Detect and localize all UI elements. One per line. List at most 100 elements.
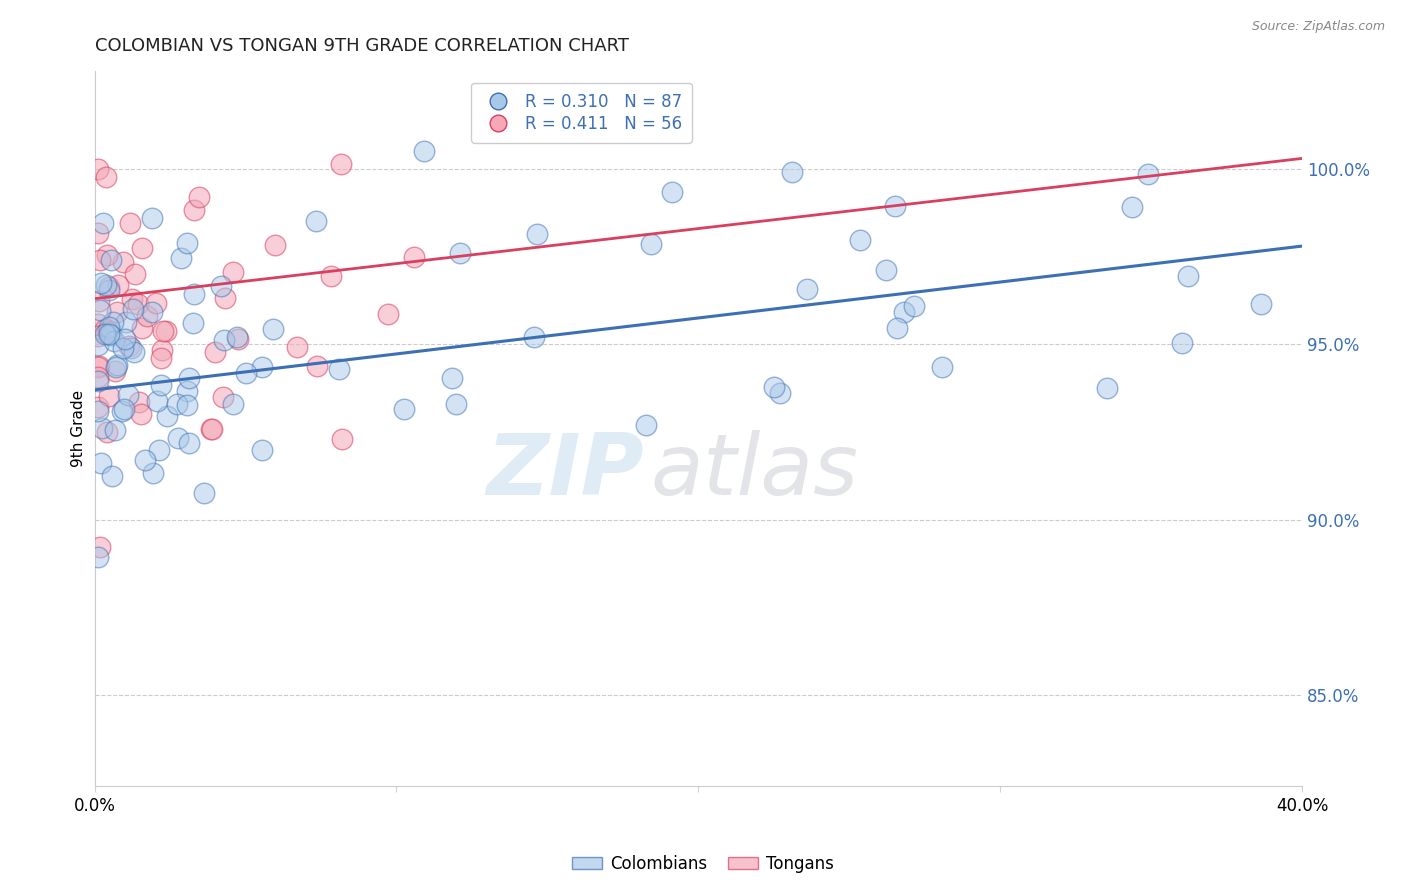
Point bbox=[931, 359, 953, 374]
Point bbox=[222, 396, 245, 410]
Point bbox=[100, 468, 122, 483]
Point bbox=[117, 388, 139, 402]
Point bbox=[86, 162, 108, 177]
Point bbox=[136, 309, 159, 323]
Point bbox=[112, 341, 135, 355]
Point bbox=[849, 233, 872, 247]
Point bbox=[97, 280, 120, 294]
Point bbox=[330, 432, 353, 446]
Point bbox=[145, 295, 167, 310]
Point bbox=[141, 211, 163, 226]
Point bbox=[103, 334, 125, 348]
Point bbox=[204, 345, 226, 359]
Point bbox=[131, 241, 153, 255]
Point bbox=[90, 276, 112, 290]
Point bbox=[181, 316, 204, 330]
Point bbox=[114, 333, 136, 347]
Point bbox=[89, 252, 111, 267]
Point bbox=[305, 359, 328, 373]
Point bbox=[200, 422, 222, 436]
Point bbox=[96, 278, 118, 293]
Point bbox=[884, 199, 907, 213]
Point bbox=[120, 216, 142, 230]
Point bbox=[404, 250, 426, 264]
Point bbox=[413, 145, 436, 159]
Point bbox=[100, 328, 122, 343]
Point bbox=[120, 342, 142, 356]
Point bbox=[98, 325, 121, 339]
Point bbox=[1250, 297, 1272, 311]
Point bbox=[886, 321, 908, 335]
Text: Source: ZipAtlas.com: Source: ZipAtlas.com bbox=[1251, 20, 1385, 33]
Point bbox=[262, 321, 284, 335]
Point bbox=[183, 287, 205, 301]
Point bbox=[94, 326, 117, 341]
Point bbox=[86, 549, 108, 564]
Point bbox=[89, 540, 111, 554]
Point bbox=[377, 307, 399, 321]
Point bbox=[104, 423, 127, 437]
Point bbox=[100, 252, 122, 267]
Text: COLOMBIAN VS TONGAN 9TH GRADE CORRELATION CHART: COLOMBIAN VS TONGAN 9TH GRADE CORRELATIO… bbox=[94, 37, 628, 55]
Point bbox=[392, 401, 415, 416]
Point bbox=[440, 371, 463, 385]
Point bbox=[235, 366, 257, 380]
Text: atlas: atlas bbox=[650, 430, 858, 513]
Point bbox=[104, 364, 127, 378]
Point bbox=[122, 302, 145, 317]
Point bbox=[149, 378, 172, 392]
Point bbox=[107, 277, 129, 292]
Point bbox=[449, 246, 471, 260]
Point bbox=[226, 333, 249, 347]
Point bbox=[193, 486, 215, 500]
Point bbox=[225, 330, 247, 344]
Point bbox=[105, 305, 128, 319]
Point bbox=[86, 317, 108, 331]
Point bbox=[188, 190, 211, 204]
Point bbox=[98, 320, 121, 334]
Legend: Colombians, Tongans: Colombians, Tongans bbox=[565, 848, 841, 880]
Point bbox=[177, 436, 200, 450]
Point bbox=[156, 409, 179, 423]
Point bbox=[142, 466, 165, 480]
Point bbox=[328, 361, 350, 376]
Point bbox=[146, 393, 169, 408]
Point bbox=[167, 431, 190, 445]
Point bbox=[222, 264, 245, 278]
Point bbox=[166, 397, 188, 411]
Point bbox=[86, 369, 108, 384]
Point bbox=[91, 217, 114, 231]
Point bbox=[129, 407, 152, 421]
Point bbox=[86, 374, 108, 388]
Point bbox=[127, 297, 149, 311]
Point bbox=[769, 385, 792, 400]
Text: ZIP: ZIP bbox=[486, 430, 644, 513]
Point bbox=[661, 185, 683, 199]
Point bbox=[86, 360, 108, 375]
Point bbox=[250, 442, 273, 457]
Point bbox=[89, 303, 111, 318]
Point bbox=[111, 404, 134, 418]
Point bbox=[179, 370, 201, 384]
Point bbox=[98, 326, 121, 341]
Point bbox=[1097, 381, 1119, 395]
Point bbox=[330, 157, 353, 171]
Point bbox=[104, 360, 127, 375]
Point bbox=[212, 334, 235, 348]
Point bbox=[305, 214, 328, 228]
Point bbox=[87, 293, 110, 308]
Point bbox=[526, 227, 548, 241]
Legend: R = 0.310   N = 87, R = 0.411   N = 56: R = 0.310 N = 87, R = 0.411 N = 56 bbox=[471, 83, 692, 143]
Point bbox=[93, 322, 115, 336]
Point bbox=[152, 324, 174, 338]
Point bbox=[636, 417, 658, 432]
Point bbox=[122, 345, 145, 359]
Point bbox=[640, 237, 662, 252]
Point bbox=[128, 395, 150, 409]
Point bbox=[86, 400, 108, 414]
Point bbox=[444, 397, 467, 411]
Point bbox=[148, 443, 170, 458]
Point bbox=[780, 165, 803, 179]
Point bbox=[96, 248, 118, 262]
Point bbox=[86, 329, 108, 343]
